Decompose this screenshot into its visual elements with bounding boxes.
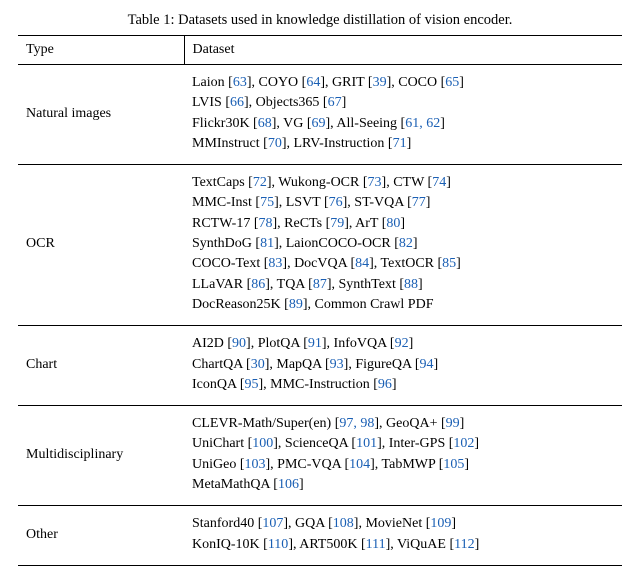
citation[interactable]: 96 [378, 377, 392, 392]
type-cell: Multidisciplinary [18, 406, 184, 506]
dataset-cell: Laion [63], COYO [64], GRIT [39], COCO [… [184, 65, 622, 165]
citation[interactable]: 84 [355, 256, 369, 271]
header-dataset: Dataset [184, 36, 622, 65]
table-row: OCRTextCaps [72], Wukong-OCR [73], CTW [… [18, 165, 622, 326]
citation[interactable]: 95 [245, 377, 259, 392]
dataset-cell: TextCaps [72], Wukong-OCR [73], CTW [74]… [184, 165, 622, 326]
citation[interactable]: 76 [329, 195, 343, 210]
citation[interactable]: 64 [306, 75, 320, 90]
citation[interactable]: 65 [445, 75, 459, 90]
table-caption: Table 1: Datasets used in knowledge dist… [18, 12, 622, 29]
citation[interactable]: 100 [252, 436, 273, 451]
type-cell: Natural images [18, 65, 184, 165]
citation[interactable]: 110 [268, 537, 288, 552]
citation[interactable]: 102 [453, 436, 474, 451]
type-cell: OCR [18, 165, 184, 326]
type-cell: Chart [18, 326, 184, 406]
citation[interactable]: 103 [245, 457, 266, 472]
citation[interactable]: 70 [268, 136, 282, 151]
citation[interactable]: 91 [308, 336, 322, 351]
citation[interactable]: 89 [289, 297, 303, 312]
citation[interactable]: 93 [330, 357, 344, 372]
citation[interactable]: 87 [313, 277, 327, 292]
citation[interactable]: 63 [233, 75, 247, 90]
citation[interactable]: 73 [368, 175, 382, 190]
citation[interactable]: 86 [251, 277, 265, 292]
citation[interactable]: 71 [393, 136, 407, 151]
citation[interactable]: 81 [260, 236, 274, 251]
table-row: MultidisciplinaryCLEVR-Math/Super(en) [9… [18, 406, 622, 506]
table-header-row: Type Dataset [18, 36, 622, 65]
citation[interactable]: 85 [442, 256, 456, 271]
citation[interactable]: 111 [366, 537, 386, 552]
type-cell: Other [18, 506, 184, 566]
table-row: Natural imagesLaion [63], COYO [64], GRI… [18, 65, 622, 165]
citation[interactable]: 82 [399, 236, 413, 251]
citation[interactable]: 101 [356, 436, 377, 451]
citation[interactable]: 79 [330, 216, 344, 231]
citation[interactable]: 97, 98 [339, 416, 374, 431]
citation[interactable]: 107 [262, 516, 283, 531]
citation[interactable]: 72 [253, 175, 267, 190]
citation[interactable]: 88 [404, 277, 418, 292]
citation[interactable]: 94 [419, 357, 433, 372]
citation[interactable]: 105 [443, 457, 464, 472]
citation[interactable]: 66 [230, 95, 244, 110]
dataset-cell: AI2D [90], PlotQA [91], InfoVQA [92]Char… [184, 326, 622, 406]
header-type: Type [18, 36, 184, 65]
citation[interactable]: 92 [395, 336, 409, 351]
citation[interactable]: 69 [312, 116, 326, 131]
datasets-table: Type Dataset Natural imagesLaion [63], C… [18, 35, 622, 566]
citation[interactable]: 99 [446, 416, 460, 431]
citation[interactable]: 112 [454, 537, 474, 552]
citation[interactable]: 68 [258, 116, 272, 131]
citation[interactable]: 30 [251, 357, 265, 372]
table-body: Natural imagesLaion [63], COYO [64], GRI… [18, 65, 622, 566]
citation[interactable]: 108 [333, 516, 354, 531]
citation[interactable]: 109 [430, 516, 451, 531]
citation[interactable]: 104 [349, 457, 370, 472]
citation[interactable]: 78 [259, 216, 273, 231]
citation[interactable]: 67 [328, 95, 342, 110]
dataset-cell: Stanford40 [107], GQA [108], MovieNet [1… [184, 506, 622, 566]
citation[interactable]: 39 [373, 75, 387, 90]
citation[interactable]: 75 [260, 195, 274, 210]
dataset-cell: CLEVR-Math/Super(en) [97, 98], GeoQA+ [9… [184, 406, 622, 506]
citation[interactable]: 80 [386, 216, 400, 231]
table-row: ChartAI2D [90], PlotQA [91], InfoVQA [92… [18, 326, 622, 406]
citation[interactable]: 90 [232, 336, 246, 351]
table-row: OtherStanford40 [107], GQA [108], MovieN… [18, 506, 622, 566]
citation[interactable]: 77 [412, 195, 426, 210]
citation[interactable]: 106 [278, 477, 299, 492]
citation[interactable]: 83 [268, 256, 282, 271]
citation[interactable]: 74 [432, 175, 446, 190]
citation[interactable]: 61, 62 [405, 116, 440, 131]
